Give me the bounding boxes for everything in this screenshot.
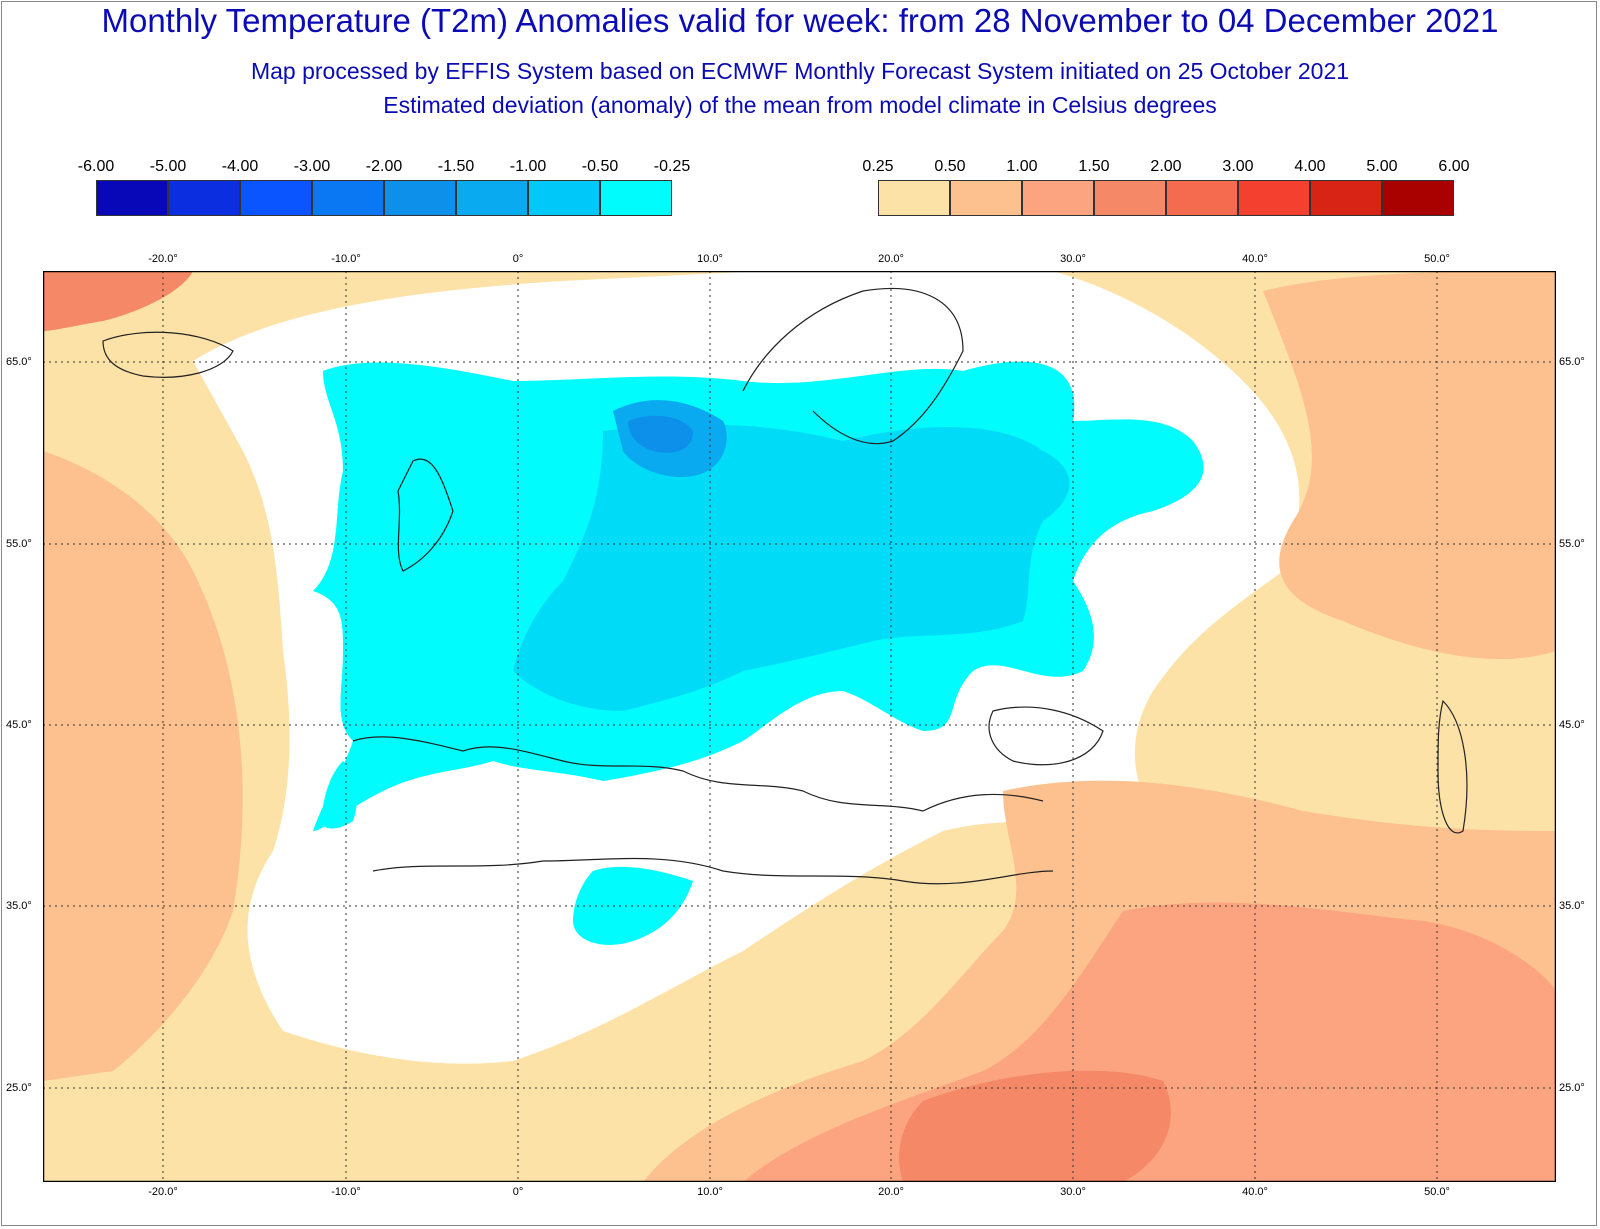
longitude-label: 50.0° xyxy=(1424,1186,1450,1198)
latitude-label: 45.0° xyxy=(6,719,32,731)
legend-positive-tick-label: 1.50 xyxy=(1078,158,1110,175)
map-canvas xyxy=(43,271,1556,1182)
longitude-label: 0° xyxy=(512,1186,524,1198)
graticule xyxy=(43,271,1556,1182)
legend-negative-tick-label: -1.00 xyxy=(509,158,547,175)
longitude-label: 40.0° xyxy=(1242,253,1268,265)
legend-negative-tick-label: -3.00 xyxy=(293,158,331,175)
legend-positive-color-swatch xyxy=(1022,180,1094,216)
longitude-label: 20.0° xyxy=(878,1186,904,1198)
longitude-label: -10.0° xyxy=(331,1186,361,1198)
legend-negative-tick-label: -0.25 xyxy=(653,158,691,175)
legend-positive-tick-label: 3.00 xyxy=(1222,158,1254,175)
coast-caspian xyxy=(1437,699,1468,834)
coastlines xyxy=(102,287,1468,885)
map-border xyxy=(43,271,1556,1182)
legend-positive-anomalies: 0.25 0.50 1.00 1.50 2.00 3.00 4.00 5.00 6.00 xyxy=(862,158,1498,218)
legend-negative-tick-label: -4.00 xyxy=(221,158,259,175)
longitude-label: 10.0° xyxy=(697,253,723,265)
legend-negative-tick-label: -5.00 xyxy=(149,158,187,175)
legend-negative-tick-label: -0.50 xyxy=(581,158,619,175)
legend-positive-tick-label: 4.00 xyxy=(1294,158,1326,175)
latitude-label: 25.0° xyxy=(1559,1082,1585,1094)
latitude-label: 45.0° xyxy=(1559,719,1585,731)
longitude-label: -20.0° xyxy=(148,253,178,265)
legend-negative-color-swatch xyxy=(168,180,240,216)
legend-negative-tick-label: -1.50 xyxy=(437,158,475,175)
latitude-label: 25.0° xyxy=(6,1082,32,1094)
coast-black-sea xyxy=(988,706,1104,766)
legend-negative-tick-label: -2.00 xyxy=(365,158,403,175)
map-title: Monthly Temperature (T2m) Anomalies vali… xyxy=(101,2,1499,39)
legend-positive-tick-label: 0.50 xyxy=(934,158,966,175)
legend-negative-color-swatch xyxy=(456,180,528,216)
latitude-label: 55.0° xyxy=(1559,538,1585,550)
legend-positive-color-swatch xyxy=(1166,180,1238,216)
legend-positive-color-swatch xyxy=(1382,180,1454,216)
legend-positive-tick-label: 1.00 xyxy=(1006,158,1038,175)
legend-negative-color-swatch xyxy=(240,180,312,216)
coast-iceland xyxy=(102,331,234,378)
latitude-label: 35.0° xyxy=(1559,900,1585,912)
legend-positive-tick-label: 0.25 xyxy=(862,158,894,175)
longitude-label: 50.0° xyxy=(1424,253,1450,265)
latitude-label: 55.0° xyxy=(6,538,32,550)
legend-positive-color-swatch xyxy=(1094,180,1166,216)
longitude-label: -10.0° xyxy=(331,253,361,265)
legend-positive-tick-label: 2.00 xyxy=(1150,158,1182,175)
longitude-label: -20.0° xyxy=(148,1186,178,1198)
longitude-label: 20.0° xyxy=(878,253,904,265)
anomaly-map xyxy=(43,271,1556,1182)
longitude-label: 10.0° xyxy=(697,1186,723,1198)
legend-positive-color-swatch xyxy=(950,180,1022,216)
coast-scandinavia xyxy=(742,287,964,445)
legend-positive-color-swatch xyxy=(1238,180,1310,216)
coast-britain xyxy=(397,458,454,572)
longitude-label: 30.0° xyxy=(1060,1186,1086,1198)
legend-negative-color-swatch xyxy=(384,180,456,216)
legend-negative-color-swatch xyxy=(96,180,168,216)
warm-patch-sahara-east xyxy=(899,1070,1171,1182)
legend-negative-color-swatch xyxy=(312,180,384,216)
legend-negative-color-swatch xyxy=(528,180,600,216)
legend-positive-color-swatch xyxy=(878,180,950,216)
warm-patch-atlantic xyxy=(43,451,243,1081)
longitude-label: 0° xyxy=(512,253,524,265)
legend-negative-color-swatch xyxy=(600,180,672,216)
coast-north-africa xyxy=(372,857,1054,885)
warm-patch-russia xyxy=(1263,271,1556,660)
longitude-label: 40.0° xyxy=(1242,1186,1268,1198)
map-subtitle-source: Map processed by EFFIS System based on E… xyxy=(250,58,1350,84)
legend-positive-color-swatch xyxy=(1310,180,1382,216)
cold-anomaly-core xyxy=(513,424,1070,711)
warm-patch-greenland xyxy=(43,271,193,331)
longitude-label: 30.0° xyxy=(1060,253,1086,265)
legend-positive-tick-label: 6.00 xyxy=(1438,158,1470,175)
legend-positive-tick-label: 5.00 xyxy=(1366,158,1398,175)
latitude-label: 35.0° xyxy=(6,900,32,912)
latitude-label: 65.0° xyxy=(1559,356,1585,368)
cold-anomaly-iberia-west xyxy=(321,761,358,829)
legend-negative-tick-label: -6.00 xyxy=(77,158,115,175)
coast-europe-south xyxy=(352,736,1044,812)
cold-anomaly-scandinavia-core xyxy=(628,415,693,453)
latitude-label: 65.0° xyxy=(6,356,32,368)
legend-negative-anomalies: -6.00 -5.00 -4.00 -3.00 -2.00 -1.50 -1.00 -0.50… xyxy=(78,158,716,218)
map-subtitle-units: Estimated deviation (anomaly) of the mea… xyxy=(383,92,1217,118)
